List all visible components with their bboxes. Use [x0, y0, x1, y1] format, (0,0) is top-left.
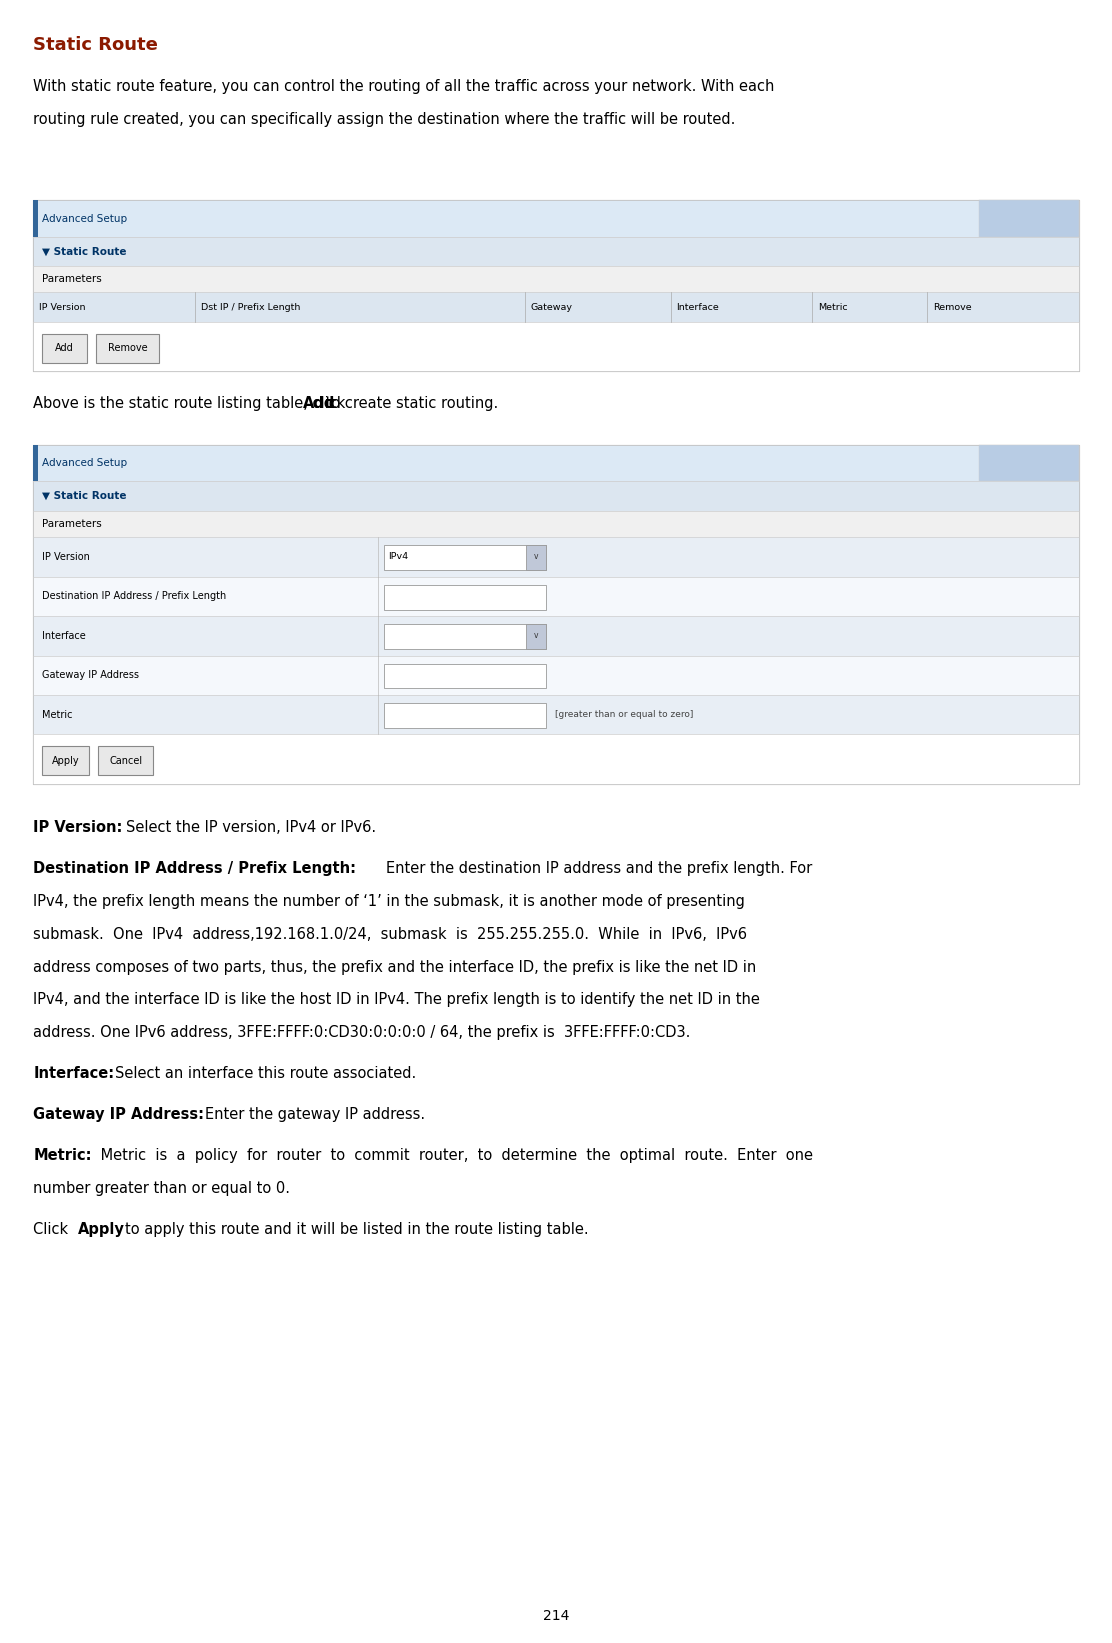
Text: v: v	[534, 631, 538, 641]
Text: Parameters: Parameters	[42, 519, 102, 529]
Text: to create static routing.: to create static routing.	[321, 396, 498, 411]
Text: submask.  One  IPv4  address,192.168.1.0/24,  submask  is  255.255.255.0.  While: submask. One IPv4 address,192.168.1.0/24…	[33, 927, 747, 941]
Text: Interface: Interface	[676, 302, 719, 312]
Text: ▼ Static Route: ▼ Static Route	[42, 246, 127, 256]
Bar	[384, 624, 546, 649]
Text: Above is the static route listing table, click: Above is the static route listing table,…	[33, 396, 350, 411]
Bar	[33, 616, 1079, 656]
Bar	[33, 200, 1079, 371]
Text: ▼ Static Route: ▼ Static Route	[42, 491, 127, 501]
Text: Destination IP Address / Prefix Length:: Destination IP Address / Prefix Length:	[33, 861, 356, 876]
Text: [greater than or equal to zero]: [greater than or equal to zero]	[555, 710, 693, 720]
Bar	[526, 624, 546, 649]
Text: Interface: Interface	[42, 631, 86, 641]
Bar	[33, 445, 38, 481]
Text: Add: Add	[56, 343, 73, 353]
Text: Dst IP / Prefix Length: Dst IP / Prefix Length	[201, 302, 300, 312]
Bar	[33, 695, 1079, 734]
Text: IPv4, and the interface ID is like the host ID in IPv4. The prefix length is to : IPv4, and the interface ID is like the h…	[33, 992, 761, 1007]
Text: routing rule created, you can specifically assign the destination where the traf: routing rule created, you can specifical…	[33, 112, 736, 127]
Text: IP Version: IP Version	[39, 302, 86, 312]
Text: number greater than or equal to 0.: number greater than or equal to 0.	[33, 1181, 290, 1196]
Bar	[384, 664, 546, 688]
Bar	[384, 545, 546, 570]
Bar	[384, 585, 546, 610]
Text: Apply: Apply	[52, 756, 79, 766]
Text: Advanced Setup: Advanced Setup	[42, 214, 128, 223]
Bar	[526, 545, 546, 570]
Bar	[33, 511, 1079, 537]
Text: 214: 214	[543, 1608, 569, 1623]
Text: Remove: Remove	[108, 343, 147, 353]
Text: Parameters: Parameters	[42, 274, 102, 284]
Text: IP Version:: IP Version:	[33, 820, 122, 835]
Text: Metric: Metric	[42, 710, 72, 720]
Bar	[33, 322, 1079, 371]
Bar	[98, 746, 153, 775]
Text: address composes of two parts, thus, the prefix and the interface ID, the prefix: address composes of two parts, thus, the…	[33, 960, 756, 974]
Bar	[33, 537, 1079, 577]
Text: Enter the gateway IP address.: Enter the gateway IP address.	[205, 1107, 425, 1122]
Bar	[33, 292, 1079, 322]
Bar	[96, 334, 159, 363]
Text: Static Route: Static Route	[33, 36, 158, 54]
Text: Metric  is  a  policy  for  router  to  commit  router,  to  determine  the  opt: Metric is a policy for router to commit …	[96, 1148, 813, 1163]
Text: Enter the destination IP address and the prefix length. For: Enter the destination IP address and the…	[386, 861, 812, 876]
Text: Metric:: Metric:	[33, 1148, 92, 1163]
Text: Select the IP version, IPv4 or IPv6.: Select the IP version, IPv4 or IPv6.	[126, 820, 376, 835]
Text: Click: Click	[33, 1222, 73, 1237]
Text: Interface:: Interface:	[33, 1066, 115, 1081]
Bar	[33, 266, 1079, 292]
Text: v: v	[534, 552, 538, 562]
Bar	[384, 703, 546, 728]
Bar	[33, 200, 38, 237]
Bar	[42, 334, 87, 363]
Text: Gateway: Gateway	[530, 302, 573, 312]
Bar	[42, 746, 89, 775]
Text: IPv4, the prefix length means the number of ‘1’ in the submask, it is another mo: IPv4, the prefix length means the number…	[33, 894, 745, 909]
Text: Add: Add	[302, 396, 335, 411]
Bar	[979, 445, 1079, 481]
Text: Metric: Metric	[817, 302, 847, 312]
Bar	[33, 734, 1079, 784]
Text: IP Version: IP Version	[42, 552, 90, 562]
Bar	[979, 200, 1079, 237]
Bar	[33, 656, 1079, 695]
Bar	[33, 481, 1079, 511]
Bar	[33, 200, 1079, 237]
Text: Destination IP Address / Prefix Length: Destination IP Address / Prefix Length	[42, 591, 227, 601]
Text: to apply this route and it will be listed in the route listing table.: to apply this route and it will be liste…	[125, 1222, 588, 1237]
Text: Gateway IP Address:: Gateway IP Address:	[33, 1107, 205, 1122]
Bar	[33, 237, 1079, 266]
Text: Apply: Apply	[78, 1222, 125, 1237]
Text: IPv4: IPv4	[388, 552, 408, 562]
Text: address. One IPv6 address, 3FFE:FFFF:0:CD30:0:0:0:0 / 64, the prefix is  3FFE:FF: address. One IPv6 address, 3FFE:FFFF:0:C…	[33, 1025, 691, 1040]
Text: Gateway IP Address: Gateway IP Address	[42, 670, 139, 680]
Bar	[33, 445, 1079, 784]
Text: Cancel: Cancel	[109, 756, 142, 766]
Text: Advanced Setup: Advanced Setup	[42, 458, 128, 468]
Text: Select an interface this route associated.: Select an interface this route associate…	[115, 1066, 416, 1081]
Bar	[33, 577, 1079, 616]
Text: With static route feature, you can control the routing of all the traffic across: With static route feature, you can contr…	[33, 79, 775, 94]
Bar	[33, 445, 1079, 481]
Text: Remove: Remove	[933, 302, 971, 312]
